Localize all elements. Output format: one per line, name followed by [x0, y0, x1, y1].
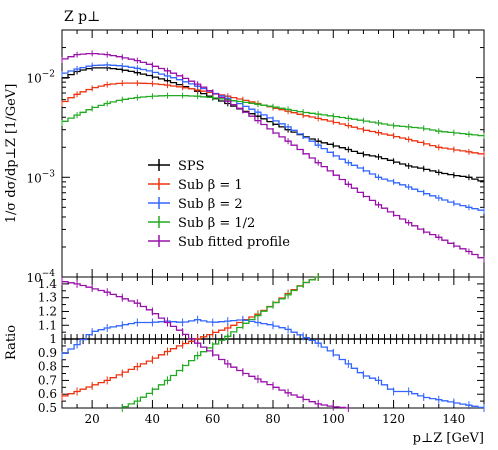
x-tick-label: 80 — [265, 412, 280, 426]
ratio-y-tick-label: 1 — [49, 332, 57, 346]
x-axis-label: p⊥Z [GeV] — [413, 431, 484, 446]
series-line-4 — [62, 52, 484, 259]
x-tick-label: 20 — [85, 412, 100, 426]
series-line-0 — [62, 67, 484, 182]
legend-entry-label: Sub β = 1 — [178, 178, 243, 193]
y-tick-exponent: −3 — [42, 169, 56, 179]
y-tick-exponent: −2 — [42, 70, 55, 80]
legend: SPS Sub β = 1 Sub β = 2 Sub β = 1/2 Sub fitt… — [148, 159, 290, 250]
series-line-2 — [62, 64, 484, 211]
y-tick-base: 10 — [26, 72, 41, 86]
ratio-y-tick-label: 1.2 — [38, 304, 57, 318]
chart-title: Z p⊥ — [64, 9, 100, 25]
ratio-series-line-1 — [62, 276, 319, 397]
ratio-series-line-4 — [62, 281, 349, 409]
y-axis-label: 1/σ dσ/dp⊥Z [1/GeV] — [4, 84, 19, 224]
y-tick-label: 10−2 — [26, 70, 55, 86]
legend-entry-label: Sub β = 1/2 — [178, 216, 255, 231]
x-tick-label: 120 — [382, 412, 405, 426]
main-plot-panel: 10−210−310−41/σ dσ/dp⊥Z [1/GeV] — [4, 29, 485, 285]
ratio-y-tick-label: 1.3 — [38, 291, 57, 305]
y-tick-label: 10−3 — [26, 169, 55, 185]
ratio-y-tick-label: 0.6 — [38, 387, 57, 401]
ratio-y-tick-label: 1.1 — [38, 318, 57, 332]
legend-entry-label: Sub β = 2 — [178, 197, 243, 212]
x-tick-label: 140 — [442, 412, 465, 426]
series-line-1 — [62, 82, 484, 155]
ratio-plot-panel: 0.50.60.70.80.911.11.21.31.4 20 40 60 80 100 1… — [4, 273, 485, 446]
ratio-series-line-2 — [62, 319, 484, 409]
chart-title-text: Z p⊥ — [64, 9, 100, 25]
legend-entry-label: SPS — [178, 159, 205, 174]
y-tick-base: 10 — [26, 271, 41, 285]
x-tick-label: 100 — [322, 412, 345, 426]
series-line-3 — [62, 94, 484, 137]
ratio-y-tick-label: 0.5 — [38, 401, 57, 415]
y-tick-label: 10−4 — [26, 269, 55, 285]
ratio-y-tick-label: 0.9 — [38, 346, 57, 360]
x-tick-label: 60 — [205, 412, 220, 426]
y-tick-base: 10 — [26, 171, 41, 185]
x-tick-label: 40 — [145, 412, 160, 426]
ratio-y-tick-label: 0.8 — [38, 360, 57, 374]
ratio-y-tick-label: 1.4 — [38, 277, 57, 291]
y-tick-exponent: −4 — [42, 269, 56, 279]
ratio-series-line-3 — [122, 276, 319, 408]
legend-entry-label: Sub fitted profile — [178, 235, 290, 250]
ratio-y-tick-label: 0.7 — [38, 373, 57, 387]
ratio-y-axis-label: Ratio — [4, 325, 19, 360]
